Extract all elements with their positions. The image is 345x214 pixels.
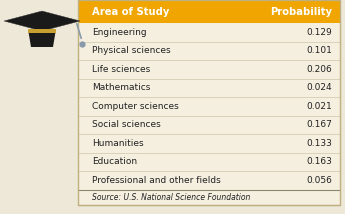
Text: Education: Education — [92, 157, 137, 166]
Bar — [78, 0, 340, 205]
Text: 0.101: 0.101 — [306, 46, 332, 55]
Bar — [78, 0, 340, 205]
Text: Professional and other fields: Professional and other fields — [92, 176, 221, 185]
Text: 0.024: 0.024 — [306, 83, 332, 92]
Text: Humanities: Humanities — [92, 139, 144, 148]
Bar — [28, 29, 56, 33]
Text: Probability: Probability — [270, 6, 332, 16]
Text: Computer sciences: Computer sciences — [92, 102, 179, 111]
Text: Engineering: Engineering — [92, 28, 147, 37]
Text: 0.021: 0.021 — [306, 102, 332, 111]
Text: Source: U.S. National Science Foundation: Source: U.S. National Science Foundation — [92, 193, 250, 202]
Text: Physical sciences: Physical sciences — [92, 46, 171, 55]
Text: Area of Study: Area of Study — [92, 6, 169, 16]
Polygon shape — [4, 11, 80, 31]
Text: Life sciences: Life sciences — [92, 65, 150, 74]
Text: 0.163: 0.163 — [306, 157, 332, 166]
Text: 0.133: 0.133 — [306, 139, 332, 148]
Text: 0.167: 0.167 — [306, 120, 332, 129]
Text: 0.129: 0.129 — [306, 28, 332, 37]
Text: Social sciences: Social sciences — [92, 120, 161, 129]
Text: 0.056: 0.056 — [306, 176, 332, 185]
Text: Mathematics: Mathematics — [92, 83, 150, 92]
Text: 0.206: 0.206 — [306, 65, 332, 74]
Polygon shape — [28, 29, 56, 47]
Bar — [78, 0, 340, 23]
